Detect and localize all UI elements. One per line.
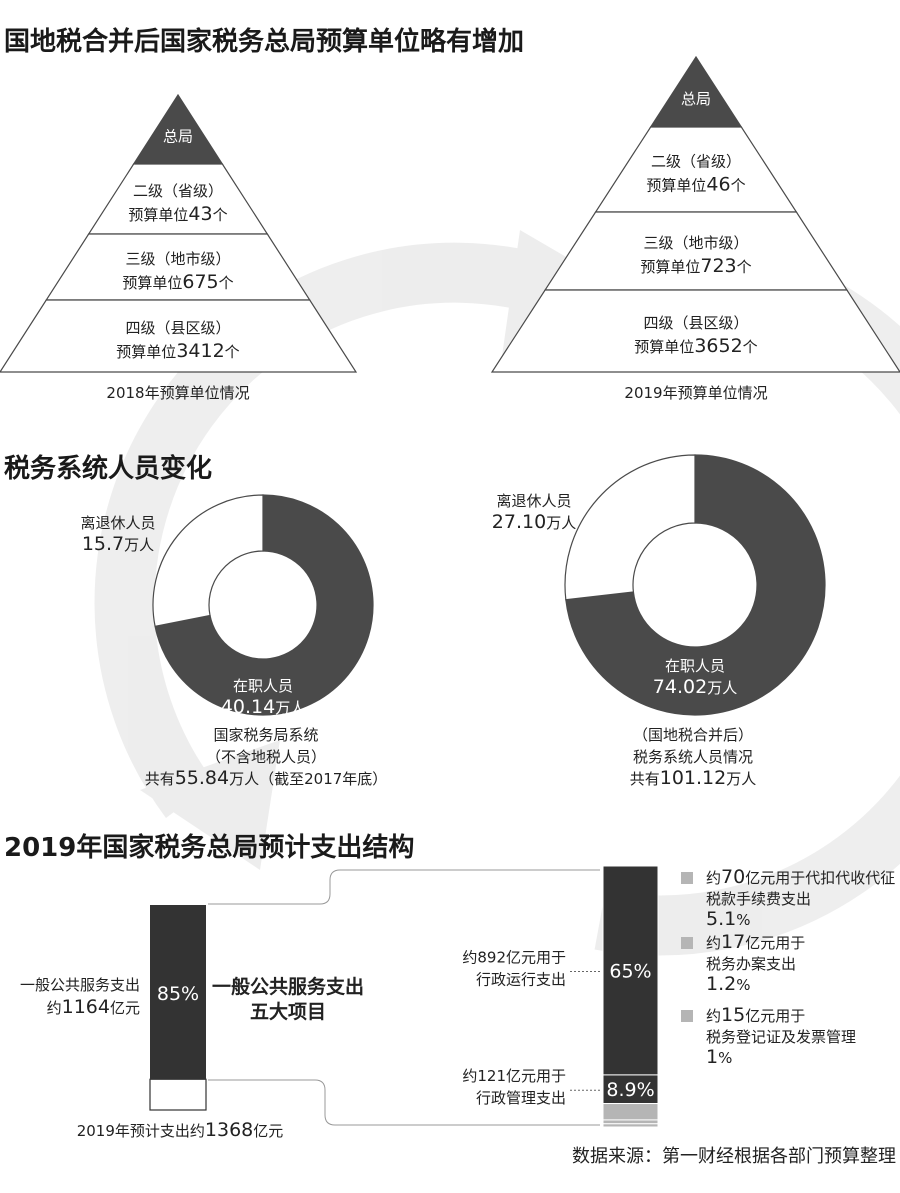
pyramid-level-label: 总局 — [163, 128, 193, 146]
title-budget-structure: 2019年国家税务总局预计支出结构 — [4, 832, 414, 863]
donut-caption-line: 税务系统人员情况 — [633, 748, 753, 766]
bar-total-label: 2019年预计支出约1368亿元 — [77, 1119, 284, 1141]
donut-label-retired: 离退休人员 — [496, 492, 571, 510]
pyramid-level-label: 总局 — [681, 90, 711, 108]
pyramid-level-value: 预算单位675个 — [122, 271, 233, 293]
pyramid-caption: 2019年预算单位情况 — [624, 384, 767, 402]
legend-item-label: 税务办案支出 — [706, 955, 796, 973]
title-staff-changes: 税务系统人员变化 — [4, 453, 212, 484]
donut-label-employed: 在职人员 — [233, 677, 293, 695]
bar-segment-general-services — [150, 905, 206, 1080]
pyramid-level-value: 预算单位3652个 — [634, 335, 757, 357]
breakdown-segment — [602, 1119, 659, 1125]
breakdown-segment — [602, 1123, 659, 1128]
pyramid-level-label: 四级（县区级） — [643, 314, 748, 332]
donut-label-employed: 在职人员 — [665, 657, 725, 675]
donut-slice — [152, 494, 264, 628]
donut-caption-line: （国地税合并后） — [633, 726, 753, 744]
bar-amount-label: 约1164亿元 — [47, 996, 140, 1018]
donut-caption-line: 国家税务局系统 — [213, 726, 318, 744]
legend-swatch — [681, 937, 693, 949]
donut-value-retired: 15.7万人 — [82, 533, 154, 555]
donut-caption-line: 共有55.84万人（截至2017年底） — [145, 767, 388, 789]
breakdown-item-label: 行政管理支出 — [476, 1089, 566, 1107]
pyramid-level-label: 三级（地市级） — [125, 250, 230, 268]
breakdown-item-label: 行政运行支出 — [476, 970, 566, 988]
pyramid-level-value: 预算单位723个 — [640, 255, 751, 277]
pyramid-level-value: 预算单位3412个 — [116, 340, 239, 362]
breakdown-percent-label: 65% — [609, 960, 651, 982]
pyramid-level-label: 四级（县区级） — [125, 319, 230, 337]
legend-item-label: 1.2% — [706, 973, 750, 995]
legend-item-label: 1% — [706, 1046, 732, 1068]
breakdown-item-label: 约892亿元用于 — [462, 948, 566, 966]
donut-slice — [154, 494, 374, 716]
connector-line — [208, 1079, 600, 1126]
donut-value-retired: 27.10万人 — [492, 511, 576, 533]
center-note-line: 五大项目 — [250, 1000, 326, 1023]
pyramid-level — [0, 299, 358, 373]
pyramid-caption: 2018年预算单位情况 — [106, 384, 249, 402]
pyramid-level-label: 二级（省级） — [133, 182, 223, 200]
pyramid-level-label: 三级（地市级） — [643, 234, 748, 252]
pyramid-level-value: 预算单位46个 — [646, 174, 745, 196]
legend-item-label: 约15亿元用于 — [706, 1004, 805, 1026]
bar-percent-label: 85% — [157, 983, 199, 1005]
legend-swatch — [681, 872, 693, 884]
legend-item-label: 税款手续费支出 — [706, 890, 811, 908]
pyramid-level — [490, 289, 900, 373]
legend-item-label: 约17亿元用于 — [706, 931, 805, 953]
pyramid-level-value: 预算单位43个 — [128, 203, 227, 225]
donut-slice — [564, 454, 696, 601]
connector-line — [208, 869, 600, 905]
donut-label-retired: 离退休人员 — [80, 514, 155, 532]
breakdown-segment — [602, 1103, 659, 1121]
donut-value-employed: 40.14万人 — [221, 696, 305, 718]
title-budget-units: 国地税合并后国家税务总局预算单位略有增加 — [4, 26, 524, 57]
donut-caption-line: 共有101.12万人 — [630, 767, 757, 789]
donut-value-employed: 74.02万人 — [653, 676, 737, 698]
pyramid-level-label: 二级（省级） — [651, 153, 741, 171]
center-note-line: 一般公共服务支出 — [212, 975, 364, 998]
breakdown-percent-label: 8.9% — [606, 1079, 654, 1101]
source-note: 数据来源：第一财经根据各部门预算整理 — [572, 1146, 896, 1167]
legend-swatch — [681, 1010, 693, 1022]
breakdown-item-label: 约121亿元用于 — [462, 1067, 566, 1085]
legend-item-label: 约70亿元用于代扣代收代征 — [706, 866, 895, 888]
donut-caption-line: （不含地税人员） — [206, 748, 326, 766]
donut-slice — [565, 454, 826, 716]
legend-item-label: 5.1% — [706, 908, 750, 930]
legend-item-label: 税务登记证及发票管理 — [706, 1028, 856, 1046]
bar-name-label: 一般公共服务支出 — [20, 976, 140, 994]
bar-segment-other — [149, 1078, 207, 1111]
breakdown-segment — [602, 865, 659, 1076]
